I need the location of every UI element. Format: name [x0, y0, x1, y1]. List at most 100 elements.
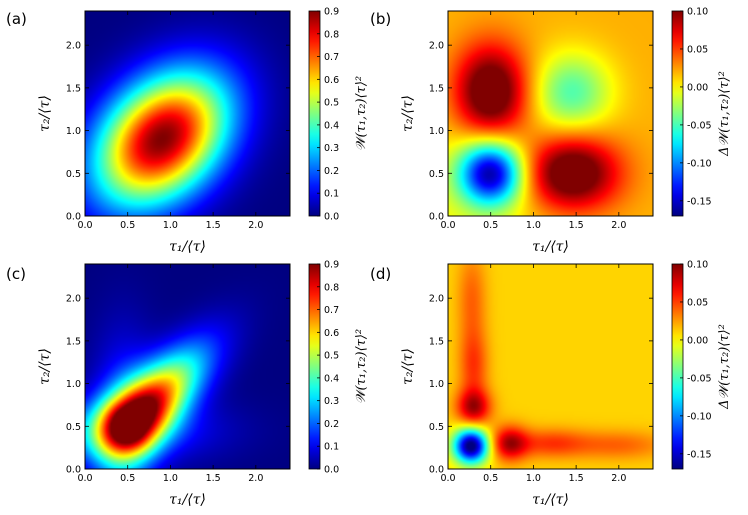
y-axis-label: τ₂/⟨τ⟩	[37, 95, 53, 132]
colorbar-tick-label: 0.6	[324, 328, 339, 339]
colorbar-tick-label: 0.7	[324, 305, 339, 316]
colorbar-tick-label: 0.05	[687, 297, 708, 308]
x-axis-label: τ₁/⟨τ⟩	[532, 239, 569, 255]
y-axis-label: τ₂/⟨τ⟩	[37, 348, 53, 385]
panel-c: (c) 0.0 0.5 1.0 1.5 2.0 0.0 0.5 1.0 1.5 2.0 τ₁/⟨τ⟩ τ…	[6, 260, 369, 509]
x-tick-label: 0.5	[120, 473, 135, 484]
colorbar-tick-label: -0.05	[687, 373, 712, 384]
x-tick-label: 0.0	[77, 473, 92, 484]
x-tick-label: 1.0	[163, 473, 178, 484]
heatmap-image	[85, 264, 290, 469]
panel-d: (d) 0.0 0.5 1.0 1.5 2.0 0.0 0.5 1.0 1.5 2.0 τ₁/⟨τ⟩ τ…	[370, 260, 732, 509]
colorbar-label: 𝒲(τ₁,τ₂)⟨τ⟩²	[354, 76, 369, 151]
heatmap-image	[448, 264, 653, 469]
x-tick-label: 1.0	[163, 220, 178, 231]
panel-label: (d)	[370, 265, 391, 283]
heatmap-image	[85, 11, 290, 216]
plot-frame	[84, 10, 291, 217]
y-axis-label: τ₂/⟨τ⟩	[400, 95, 416, 132]
colorbar-tick-label: 0.6	[324, 75, 339, 86]
colorbar-tick-label: 0.2	[324, 166, 339, 177]
panel-b: (b) 0.0 0.5 1.0 1.5 2.0 0.0 0.5 1.0 1.5 2.0 τ₁/⟨τ⟩ τ…	[370, 7, 732, 256]
colorbar-tick-label: 0.9	[324, 7, 339, 18]
colorbar-tick-label: 0.00	[687, 335, 708, 346]
colorbar-tick-label: 0.10	[687, 260, 708, 271]
colorbar-label: 𝒲(τ₁,τ₂)⟨τ⟩²	[354, 329, 369, 404]
y-tick-label: 1.0	[66, 379, 81, 390]
colorbar-tick-label: -0.15	[687, 196, 712, 207]
heatmap-image	[448, 11, 653, 216]
y-tick-label: 1.0	[66, 126, 81, 137]
y-tick-label: 0.5	[66, 169, 81, 180]
colorbar-tick-label: 0.5	[324, 98, 339, 109]
x-tick-label: 1.0	[526, 473, 541, 484]
colorbar-tick-label: 0.2	[324, 419, 339, 430]
colorbar-tick-label: -0.10	[687, 411, 712, 422]
colorbar-tick-label: 0.3	[324, 396, 339, 407]
y-tick-label: 1.0	[429, 379, 444, 390]
plot-frame	[447, 263, 654, 470]
y-tick-label: 2.0	[66, 41, 81, 52]
panel-label: (b)	[370, 10, 391, 28]
colorbar-tick-label: 0.05	[687, 44, 708, 55]
x-tick-label: 2.0	[611, 473, 626, 484]
x-tick-label: 0.5	[120, 220, 135, 231]
colorbar	[671, 263, 684, 470]
x-tick-label: 2.0	[248, 220, 263, 231]
colorbar	[308, 263, 321, 470]
plot-frame	[447, 10, 654, 217]
colorbar-tick-label: 0.4	[324, 373, 339, 384]
x-tick-label: 0.0	[440, 473, 455, 484]
x-tick-label: 1.5	[206, 220, 221, 231]
colorbar-tick-label: 0.8	[324, 29, 339, 40]
panel-label: (c)	[6, 265, 26, 283]
x-tick-label: 1.5	[206, 473, 221, 484]
x-tick-label: 1.5	[569, 220, 584, 231]
colorbar-tick-label: 0.0	[324, 212, 339, 223]
y-tick-label: 0.0	[429, 465, 444, 476]
colorbar-tick-label: 0.9	[324, 260, 339, 271]
y-tick-label: 1.5	[429, 336, 444, 347]
colorbar-tick-label: 0.3	[324, 143, 339, 154]
y-tick-label: 1.5	[66, 336, 81, 347]
colorbar	[308, 10, 321, 217]
colorbar-tick-label: 0.1	[324, 189, 339, 200]
y-tick-label: 1.5	[429, 83, 444, 94]
y-tick-label: 2.0	[429, 294, 444, 305]
y-tick-label: 0.5	[429, 422, 444, 433]
colorbar-tick-label: 0.4	[324, 120, 339, 131]
colorbar-tick-label: 0.5	[324, 351, 339, 362]
x-tick-label: 2.0	[611, 220, 626, 231]
y-axis-label: τ₂/⟨τ⟩	[400, 348, 416, 385]
colorbar-tick-label: 0.10	[687, 7, 708, 18]
colorbar-tick-label: 0.1	[324, 442, 339, 453]
y-tick-label: 1.0	[429, 126, 444, 137]
y-tick-label: 0.5	[429, 169, 444, 180]
y-tick-label: 2.0	[429, 41, 444, 52]
colorbar-label: Δ𝒲(τ₁,τ₂)⟨τ⟩²	[717, 71, 732, 157]
y-tick-label: 0.0	[66, 212, 81, 223]
colorbar-tick-label: 0.8	[324, 282, 339, 293]
panel-a: (a) 0.0 0.5 1.0 1.5 2.0 0.0 0.5 1.0 1.5 2.0 τ₁/⟨τ⟩ τ…	[6, 7, 369, 256]
y-tick-label: 0.5	[66, 422, 81, 433]
colorbar-tick-label: -0.05	[687, 120, 712, 131]
x-tick-label: 0.0	[77, 220, 92, 231]
y-tick-label: 0.0	[66, 465, 81, 476]
x-tick-label: 0.5	[483, 220, 498, 231]
colorbar-tick-label: 0.00	[687, 82, 708, 93]
x-tick-label: 0.5	[483, 473, 498, 484]
colorbar-tick-label: 0.0	[324, 465, 339, 476]
y-tick-label: 0.0	[429, 212, 444, 223]
x-tick-label: 1.5	[569, 473, 584, 484]
x-tick-label: 0.0	[440, 220, 455, 231]
y-tick-label: 1.5	[66, 83, 81, 94]
y-tick-label: 2.0	[66, 294, 81, 305]
colorbar-tick-label: 0.7	[324, 52, 339, 63]
x-tick-label: 1.0	[526, 220, 541, 231]
colorbar	[671, 10, 684, 217]
plot-frame	[84, 263, 291, 470]
x-axis-label: τ₁/⟨τ⟩	[169, 239, 206, 255]
panel-label: (a)	[6, 10, 27, 28]
colorbar-tick-label: -0.10	[687, 158, 712, 169]
